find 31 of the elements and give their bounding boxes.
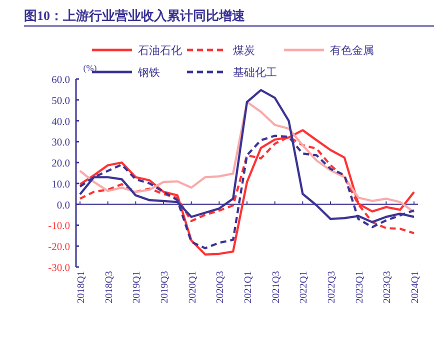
legend-label: 基础化工 bbox=[233, 66, 277, 79]
legend-label: 煤炭 bbox=[233, 44, 255, 57]
chart-title: 图10：上游行业营业收入累计同比增速 bbox=[24, 8, 246, 23]
legend-label: 石油石化 bbox=[138, 44, 182, 57]
y-tick-label: 40.0 bbox=[52, 116, 70, 128]
y-tick-label: 10.0 bbox=[52, 179, 70, 190]
y-tick-label: -10.0 bbox=[48, 221, 70, 232]
legend-label: 有色金属 bbox=[330, 45, 374, 57]
x-tick-label: 2018Q3 bbox=[104, 271, 115, 304]
x-tick-label: 2023Q1 bbox=[354, 271, 366, 304]
x-tick-label: 2018Q1 bbox=[76, 271, 87, 304]
y-tick-label: 50.0 bbox=[52, 96, 70, 107]
x-tick-label: 2021Q3 bbox=[270, 271, 282, 304]
x-tick-label: 2023Q3 bbox=[382, 271, 394, 304]
legend-label: 钢铁 bbox=[137, 67, 160, 79]
x-tick-label: 2020Q3 bbox=[215, 271, 226, 304]
y-tick-label: -20.0 bbox=[48, 242, 70, 254]
y-tick-label: 20.0 bbox=[52, 158, 70, 170]
x-tick-label: 2019Q1 bbox=[132, 271, 143, 304]
y-tick-label: 0.0 bbox=[56, 200, 70, 212]
y-tick-label: 60.0 bbox=[52, 75, 70, 86]
x-tick-label: 2024Q1 bbox=[410, 271, 421, 304]
y-tick-label: 30.0 bbox=[52, 138, 70, 149]
line-series bbox=[78, 100, 416, 214]
x-tick-label: 2022Q3 bbox=[326, 271, 338, 304]
y-tick-label: -30.0 bbox=[48, 263, 70, 274]
x-tick-label: 2021Q1 bbox=[243, 271, 254, 304]
x-tick-label: 2022Q1 bbox=[298, 271, 310, 304]
x-tick-label: 2019Q3 bbox=[160, 271, 170, 304]
x-tick-label: 2020Q1 bbox=[187, 271, 198, 304]
y-axis-title: (%) bbox=[83, 63, 97, 73]
